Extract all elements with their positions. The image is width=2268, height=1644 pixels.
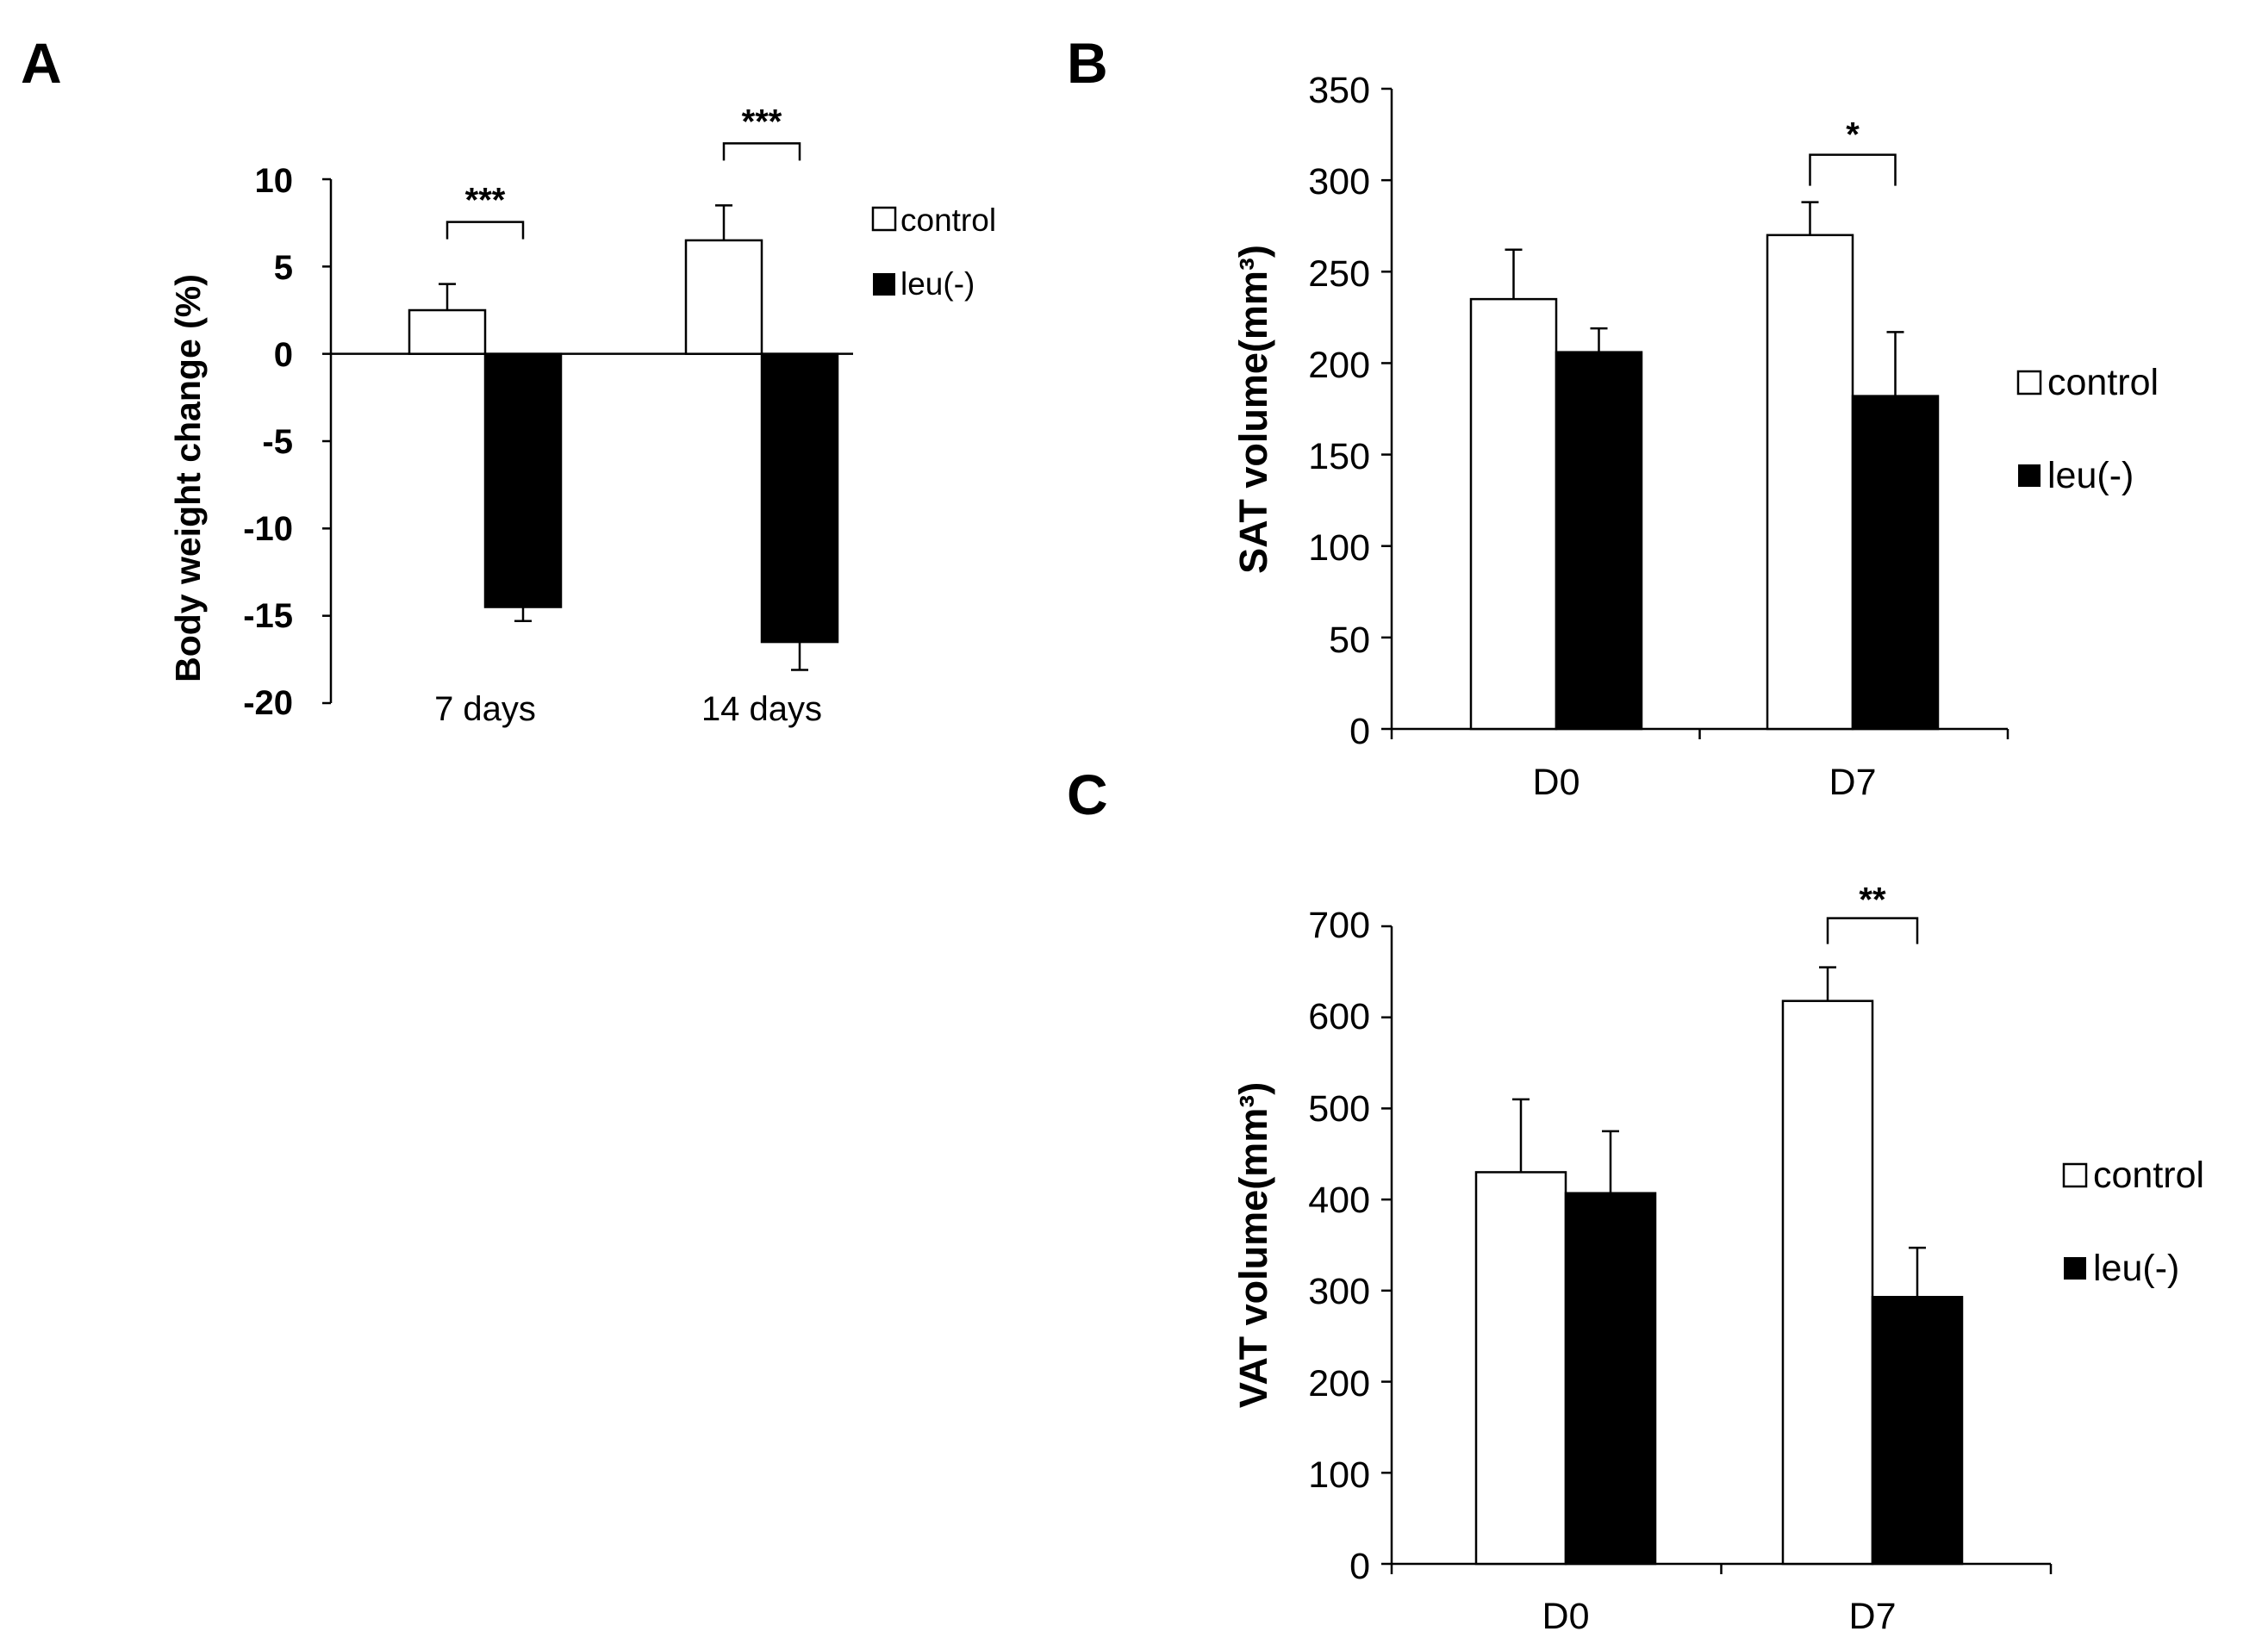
panel-c-ytick-label: 600 <box>1308 996 1370 1037</box>
panel-c-ytick-label: 100 <box>1308 1454 1370 1496</box>
panel-a-significance-bracket <box>446 221 525 240</box>
panel-b-bar-control <box>1469 297 1558 731</box>
panel-b-ytick-label: 250 <box>1308 253 1370 295</box>
panel-c-bar-control <box>1474 1171 1567 1566</box>
panel-b-significance-stars: * <box>1846 116 1860 154</box>
panel-a-ytick-label: -10 <box>243 510 293 548</box>
legend-c-control-label: control <box>2093 1155 2204 1196</box>
panel-b-bar-control <box>1766 234 1854 731</box>
panel-a-ytick-label: -15 <box>243 597 293 635</box>
panel-c-xtick-label: D0 <box>1542 1596 1590 1637</box>
panel-b-ytick-label: 0 <box>1349 711 1370 752</box>
legend-a-control-swatch <box>871 206 897 232</box>
panel-c-ytick-label: 0 <box>1349 1546 1370 1587</box>
panel-a-ytick-label: 0 <box>274 336 293 374</box>
panel-b-bars: * <box>1381 87 2009 739</box>
panel-a-bar-control <box>408 308 487 355</box>
legend-a-leu-label: leu(-) <box>900 266 975 302</box>
panel-c-bar-leu <box>1871 1296 1964 1566</box>
panel-b: B SAT volume(mm³) 350 300 250 200 150 10… <box>1067 31 2159 803</box>
panel-a-xtick-label: 14 days <box>701 690 822 728</box>
panel-b-ytick-label: 200 <box>1308 345 1370 386</box>
panel-c-bar-control <box>1781 999 1874 1566</box>
panel-a-ytick-label: 5 <box>274 249 293 287</box>
legend-c: control leu(-) <box>2062 1155 2204 1289</box>
panel-a-ytick-label: -5 <box>262 423 293 461</box>
panel-a-bar-leu <box>483 352 563 608</box>
panel-b-significance-bracket <box>1809 153 1897 186</box>
panel-b-xtick-label: D7 <box>1829 762 1877 803</box>
panel-a-bars: *** *** <box>322 103 853 705</box>
legend-c-leu-swatch <box>2064 1257 2086 1280</box>
legend-a-control-label: control <box>900 202 996 238</box>
panel-c-ylabel: VAT volume(mm³) <box>1231 1082 1275 1408</box>
panel-c-ytick-label: 200 <box>1308 1363 1370 1404</box>
legend-b-leu-swatch <box>2018 464 2041 487</box>
panel-a-xtick-label: 7 days <box>434 690 536 728</box>
panel-c-letter: C <box>1067 763 1108 826</box>
legend-c-leu-label: leu(-) <box>2093 1248 2179 1289</box>
legend-b-control-label: control <box>2047 362 2159 403</box>
panel-c-significance-stars: ** <box>1859 881 1886 919</box>
panel-b-ytick-label: 150 <box>1308 436 1370 477</box>
panel-b-ytick-label: 350 <box>1308 70 1370 111</box>
panel-a-letter: A <box>21 31 62 95</box>
legend-b: control leu(-) <box>2016 362 2159 496</box>
panel-a-significance-stars: *** <box>465 182 506 220</box>
panel-c: C VAT volume(mm³) 700 600 500 400 300 20… <box>1067 763 2204 1637</box>
panel-b-bar-leu <box>1851 395 1940 731</box>
panel-a-significance-stars: *** <box>742 103 782 140</box>
panel-a-significance-bracket <box>722 142 801 161</box>
panel-c-bars: ** <box>1381 881 2053 1574</box>
panel-c-ytick-label: 500 <box>1308 1088 1370 1130</box>
panel-a-ylabel: Body weight change (%) <box>168 274 208 682</box>
panel-a: A Body weight change (%) 10 5 0 -5 -10 -… <box>21 31 996 728</box>
panel-c-ytick-label: 300 <box>1308 1271 1370 1312</box>
panel-b-ylabel: SAT volume(mm³) <box>1231 245 1275 574</box>
panel-c-xtick-label: D7 <box>1849 1596 1897 1637</box>
panel-b-ytick-label: 300 <box>1308 161 1370 202</box>
panel-b-bar-leu <box>1555 351 1643 731</box>
panel-b-ytick-label: 100 <box>1308 527 1370 569</box>
panel-b-xtick-label: D0 <box>1533 762 1580 803</box>
panel-b-ytick-label: 50 <box>1329 620 1370 661</box>
panel-a-bar-leu <box>760 352 839 644</box>
legend-b-leu-label: leu(-) <box>2047 455 2134 496</box>
panel-a-bar-control <box>684 239 763 355</box>
legend-b-control-swatch <box>2016 370 2042 395</box>
panel-a-ytick-label: -20 <box>243 684 293 722</box>
panel-c-ytick-label: 700 <box>1308 905 1370 946</box>
legend-c-control-swatch <box>2062 1162 2088 1188</box>
panel-a-ytick-label: 10 <box>255 162 294 200</box>
panel-c-ytick-label: 400 <box>1308 1180 1370 1221</box>
legend-a: control leu(-) <box>871 202 996 302</box>
panel-b-letter: B <box>1067 31 1108 95</box>
panel-c-bar-leu <box>1564 1192 1657 1566</box>
panel-c-significance-bracket <box>1826 917 1919 944</box>
legend-a-leu-swatch <box>873 273 895 296</box>
